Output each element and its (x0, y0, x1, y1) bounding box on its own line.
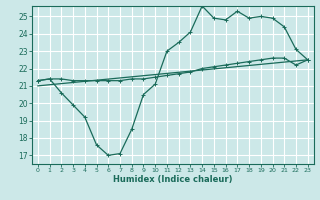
X-axis label: Humidex (Indice chaleur): Humidex (Indice chaleur) (113, 175, 233, 184)
